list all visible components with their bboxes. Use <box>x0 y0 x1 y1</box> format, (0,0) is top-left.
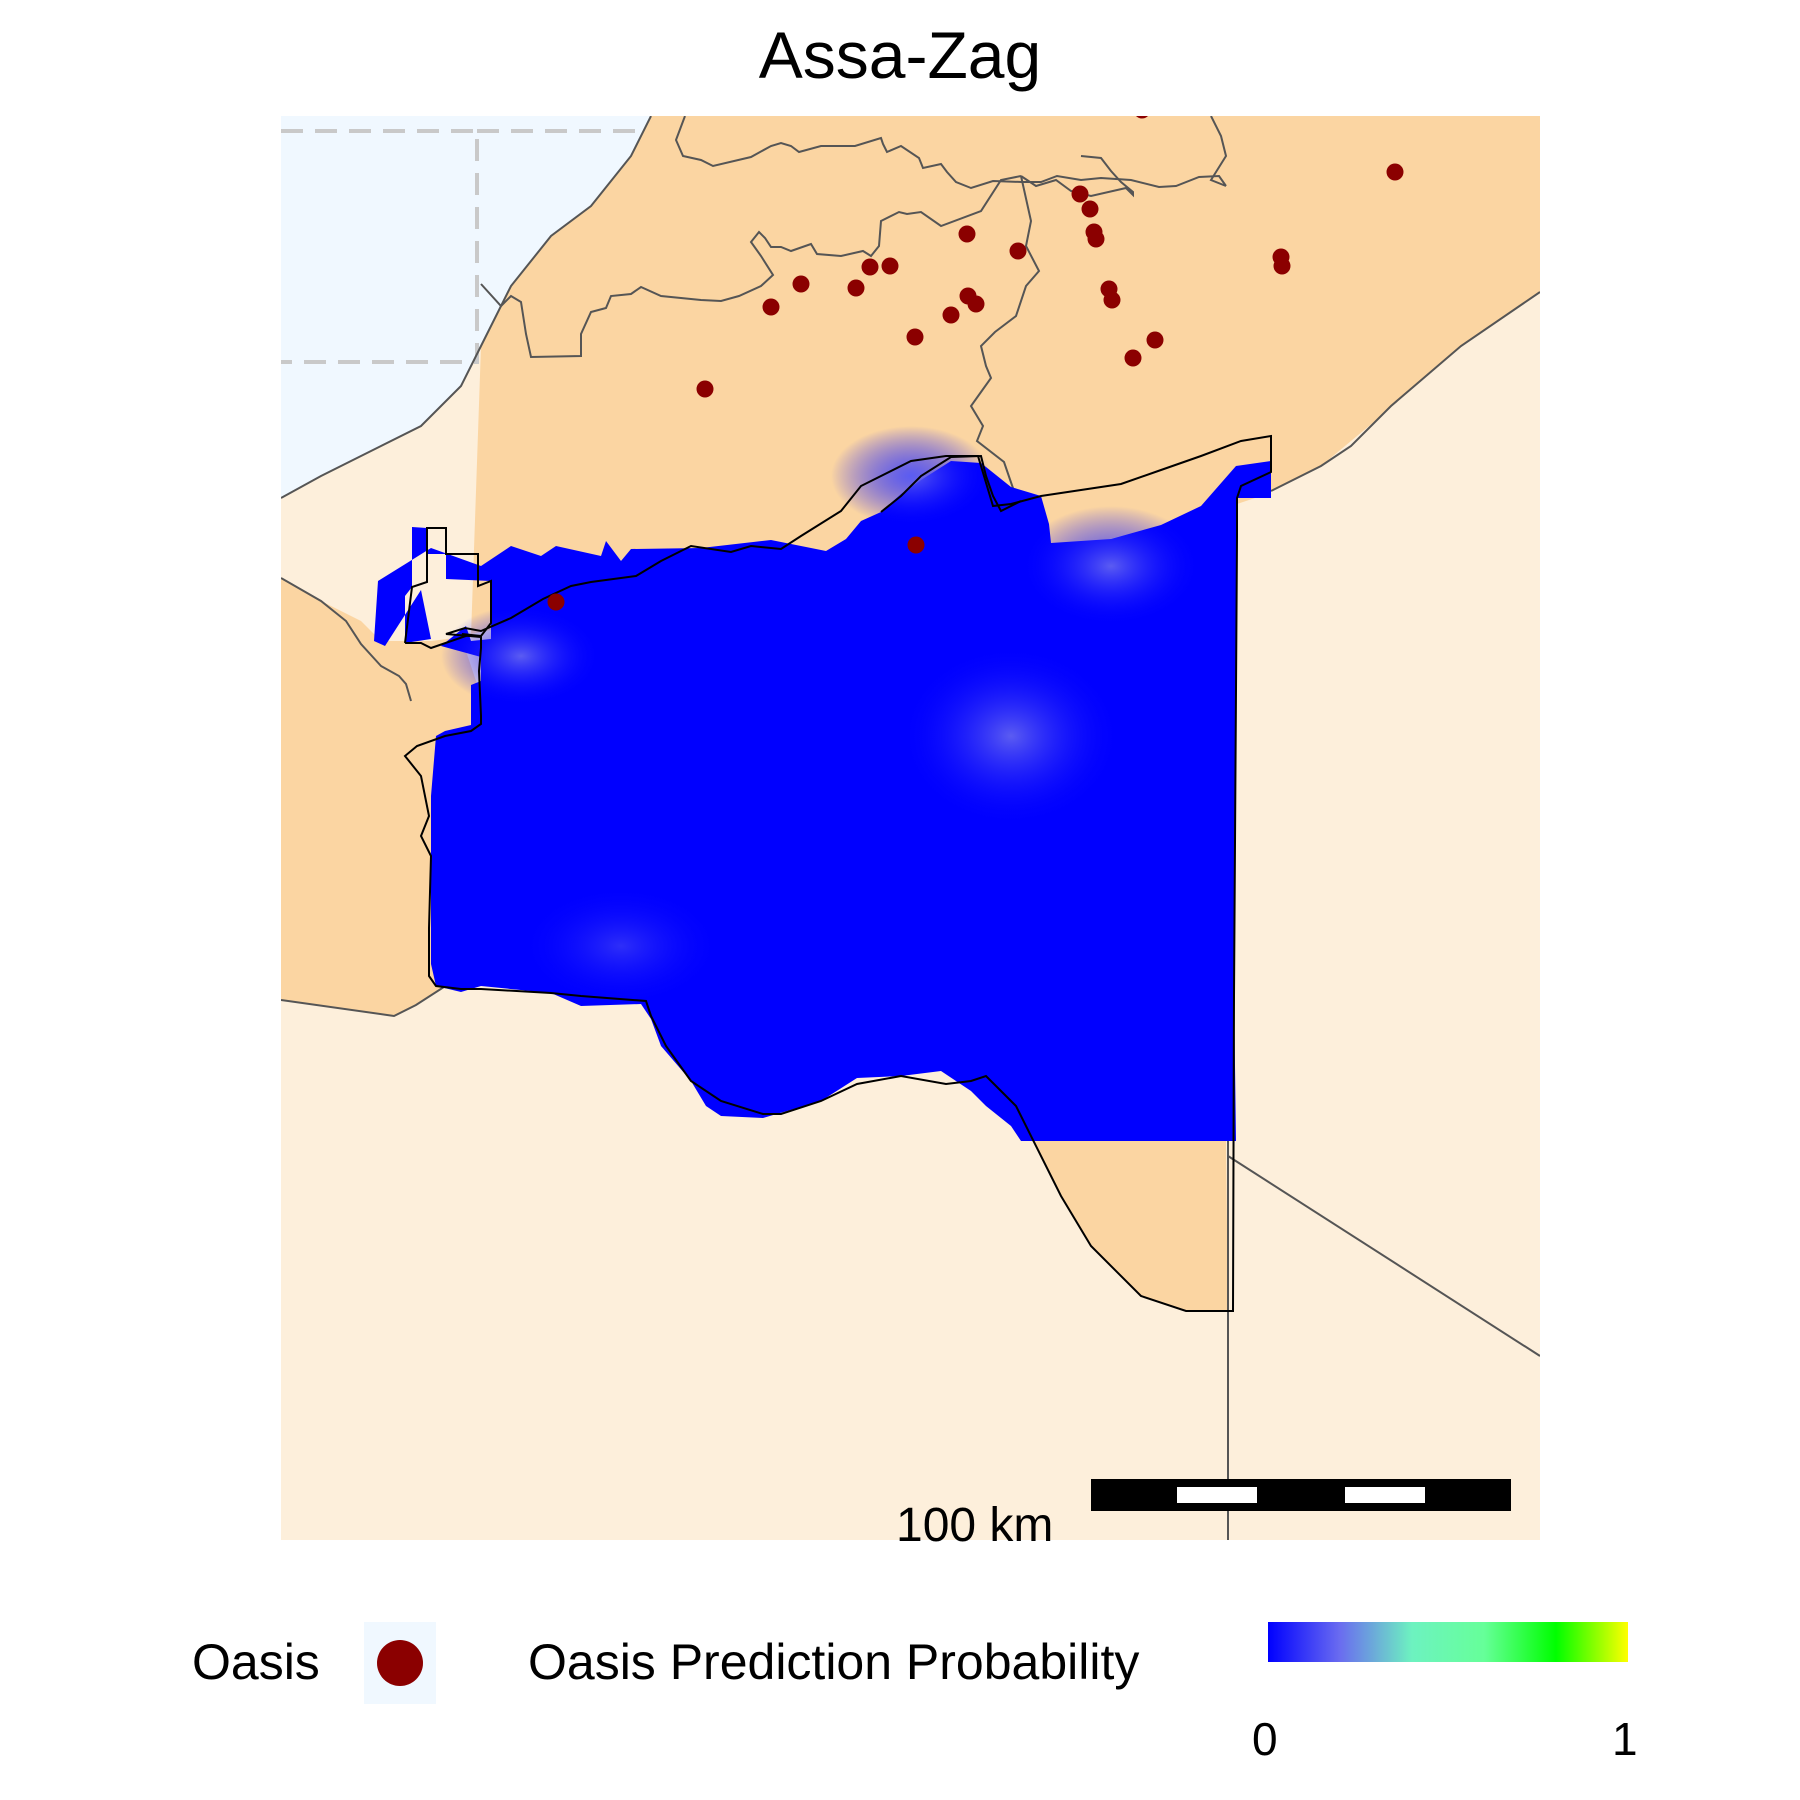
assa-zag-outline <box>403 434 1272 1312</box>
oasis-point[interactable] <box>762 298 780 316</box>
oasis-point[interactable] <box>1103 291 1121 309</box>
oasis-point[interactable] <box>958 225 976 243</box>
map-canvas[interactable] <box>281 116 1540 1540</box>
prediction-raster <box>374 426 1271 1141</box>
colorbar-tick-min: 0 <box>1252 1713 1278 1765</box>
oasis-dot-icon <box>377 1640 423 1686</box>
oasis-point[interactable] <box>942 306 960 324</box>
oasis-point[interactable] <box>1081 200 1099 218</box>
legend-oasis-key <box>364 1622 436 1704</box>
oasis-point[interactable] <box>1134 116 1151 119</box>
probability-colorbar <box>1268 1622 1628 1662</box>
oasis-point[interactable] <box>1124 349 1142 367</box>
assa-zag-outline-north <box>404 454 1022 650</box>
oasis-points <box>547 116 1404 611</box>
oasis-point[interactable] <box>792 275 810 293</box>
oasis-point[interactable] <box>967 295 985 313</box>
colorbar-tick-max: 1 <box>1612 1713 1638 1765</box>
oasis-point[interactable] <box>547 593 565 611</box>
oasis-point[interactable] <box>906 328 924 346</box>
oasis-point[interactable] <box>847 279 865 297</box>
legend-oasis-label: Oasis <box>192 1634 320 1690</box>
oasis-point[interactable] <box>1146 331 1164 349</box>
scale-bar <box>1091 1479 1511 1511</box>
sea-area <box>281 116 651 498</box>
map-title: Assa-Zag <box>758 18 1042 92</box>
oasis-point[interactable] <box>1273 257 1291 275</box>
legend-probability-label: Oasis Prediction Probability <box>528 1634 1140 1690</box>
oasis-point[interactable] <box>1087 230 1105 248</box>
national-boundaries <box>281 116 1540 1540</box>
oasis-point[interactable] <box>1009 242 1027 260</box>
oasis-point[interactable] <box>1386 163 1404 181</box>
map-panel[interactable] <box>281 116 1540 1540</box>
oasis-point[interactable] <box>881 257 899 275</box>
scale-bar-label: 100 km <box>896 1499 1054 1552</box>
oasis-point[interactable] <box>696 380 714 398</box>
oasis-point[interactable] <box>1071 185 1089 203</box>
oasis-point[interactable] <box>861 258 879 276</box>
dashed-boundary <box>281 129 651 364</box>
oasis-point[interactable] <box>907 536 925 554</box>
region-land-south <box>1016 1106 1228 1311</box>
